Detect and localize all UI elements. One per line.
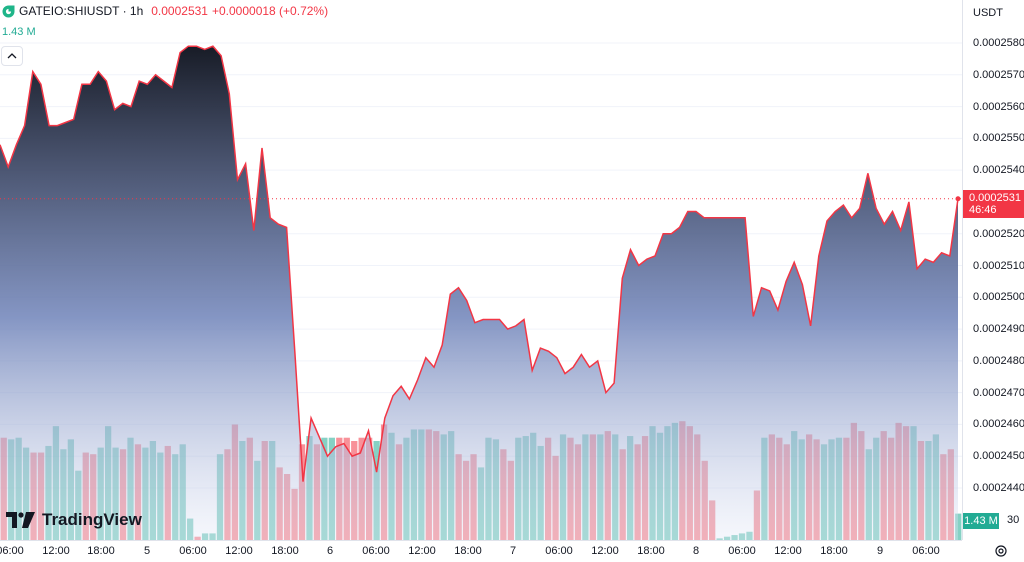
price-line (0, 45, 959, 482)
currency-label: USDT (973, 7, 1003, 19)
price-tick: 0.0002480 (973, 354, 1024, 367)
last-price-value: 0.0002531 (969, 192, 1021, 204)
time-tick: 5 (143, 545, 151, 557)
symbol-header[interactable]: GATEIO:SHIUSDT · 1h 0.0002531 +0.0000018… (2, 4, 328, 18)
price-tick: 0.0002580 (973, 37, 1024, 49)
time-tick: 12:00 (591, 545, 619, 557)
time-tick: 06:00 (912, 545, 940, 557)
volume-tag: 1.43 M (963, 513, 999, 529)
header-price: 0.0002531 (151, 4, 208, 18)
settings-icon[interactable] (994, 544, 1008, 558)
time-tick: 12:00 (408, 545, 436, 557)
price-tick: 0.0002540 (973, 164, 1024, 177)
price-tick: 0.0002550 (973, 132, 1024, 145)
tradingview-wordmark: TradingView (42, 510, 142, 529)
price-tick: 0.0002510 (973, 259, 1024, 272)
price-axis[interactable]: USDT 0.0002580 0.0002570 0.0002560 0.000255… (962, 0, 1024, 540)
price-area (0, 46, 958, 540)
collapse-button[interactable] (1, 46, 23, 66)
time-tick: 18:00 (87, 545, 115, 557)
tradingview-icon (6, 512, 35, 528)
price-tick: 0.0002460 (973, 418, 1024, 431)
time-tick: 12:00 (225, 545, 253, 557)
price-tick: 0.0002520 (973, 227, 1024, 240)
time-tick: 18:00 (271, 545, 299, 557)
price-tick: 0.0002450 (973, 450, 1024, 463)
symbol-label: GATEIO:SHIUSDT · 1h (19, 4, 144, 18)
volume-indicator-value: 1.43 M (2, 26, 36, 38)
bar-countdown: 46:46 (969, 204, 997, 216)
price-tick-partial: 30 (1007, 514, 1020, 526)
time-axis[interactable]: 06:00 12:00 18:00 5 06:00 12:00 18:00 6 06:00 12:… (0, 540, 962, 562)
time-tick: 06:00 (728, 545, 756, 557)
time-tick: 8 (692, 545, 700, 557)
volume-bar (955, 513, 962, 540)
price-tick: 0.0002560 (973, 100, 1024, 113)
gateio-icon (2, 5, 15, 17)
price-tick: 0.0002470 (973, 386, 1024, 399)
time-tick: 06:00 (362, 545, 390, 557)
time-tick: 7 (509, 545, 517, 557)
time-tick: 18:00 (637, 545, 665, 557)
time-tick: 06:00 (545, 545, 573, 557)
time-tick: 9 (876, 545, 884, 557)
plot-area[interactable]: GATEIO:SHIUSDT · 1h 0.0002531 +0.0000018… (0, 0, 962, 540)
price-chart[interactable] (0, 0, 962, 540)
time-tick: 12:00 (42, 545, 70, 557)
price-tick: 0.0002490 (973, 323, 1024, 336)
price-tick: 0.0002570 (973, 68, 1024, 81)
time-tick: 6 (326, 545, 334, 557)
chevron-up-icon (7, 53, 17, 59)
time-tick: 18:00 (820, 545, 848, 557)
time-tick: 12:00 (774, 545, 802, 557)
tradingview-logo[interactable]: TradingView (6, 510, 142, 530)
time-tick: 06:00 (0, 545, 24, 557)
price-tick: 0.0002500 (973, 291, 1024, 304)
last-price-dot (955, 196, 961, 202)
price-tick: 0.0002440 (973, 482, 1024, 494)
time-tick: 06:00 (179, 545, 207, 557)
time-tick: 18:00 (454, 545, 482, 557)
header-change: +0.0000018 (+0.72%) (211, 4, 329, 18)
last-price-tag: 0.0002531 46:46 (963, 190, 1024, 218)
